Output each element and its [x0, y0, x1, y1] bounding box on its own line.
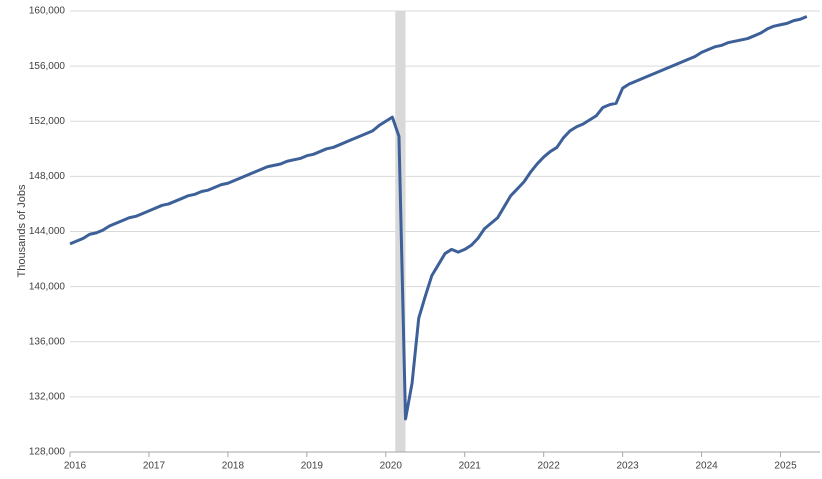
- y-tick-label: 144,000: [29, 226, 66, 237]
- x-tick-label: 2021: [459, 461, 482, 472]
- x-tick-label: 2016: [64, 461, 87, 472]
- y-tick-label: 128,000: [29, 447, 66, 458]
- x-tick-label: 2020: [380, 461, 403, 472]
- y-tick-label: 160,000: [29, 6, 66, 17]
- x-tick-label: 2022: [538, 461, 561, 472]
- x-tick-label: 2017: [143, 461, 166, 472]
- y-tick-label: 156,000: [29, 61, 66, 72]
- x-tick-label: 2018: [222, 461, 245, 472]
- data-line: [69, 15, 808, 421]
- x-tick-label: 2025: [774, 461, 797, 472]
- x-tick-label: 2023: [617, 461, 640, 472]
- y-tick-label: 136,000: [29, 336, 66, 347]
- y-tick-label: 140,000: [29, 281, 66, 292]
- x-tick-label: 2019: [301, 461, 324, 472]
- y-tick-label: 148,000: [29, 171, 66, 182]
- y-axis-title: Thousands of Jobs: [16, 184, 28, 277]
- y-tick-label: 132,000: [29, 392, 66, 403]
- x-tick-label: 2024: [695, 461, 718, 472]
- y-tick-label: 152,000: [29, 116, 66, 127]
